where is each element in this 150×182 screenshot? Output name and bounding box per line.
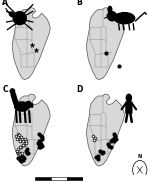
Ellipse shape xyxy=(114,12,135,24)
Circle shape xyxy=(126,94,132,102)
Bar xyxy=(51,177,67,180)
Circle shape xyxy=(133,161,147,179)
Ellipse shape xyxy=(9,11,15,17)
Text: A: A xyxy=(2,0,8,7)
Polygon shape xyxy=(87,8,124,80)
Ellipse shape xyxy=(12,11,27,25)
Ellipse shape xyxy=(107,6,112,13)
Polygon shape xyxy=(12,94,50,166)
Text: D: D xyxy=(76,85,83,94)
Polygon shape xyxy=(12,8,50,80)
Ellipse shape xyxy=(31,103,33,108)
Text: C: C xyxy=(2,85,8,94)
Ellipse shape xyxy=(9,88,15,94)
Ellipse shape xyxy=(107,11,117,21)
Bar xyxy=(67,177,82,180)
FancyBboxPatch shape xyxy=(125,101,132,114)
Polygon shape xyxy=(87,94,124,166)
Ellipse shape xyxy=(14,101,30,112)
Bar xyxy=(35,177,51,180)
Text: B: B xyxy=(76,0,82,7)
Text: N: N xyxy=(138,154,142,159)
Ellipse shape xyxy=(25,101,32,108)
